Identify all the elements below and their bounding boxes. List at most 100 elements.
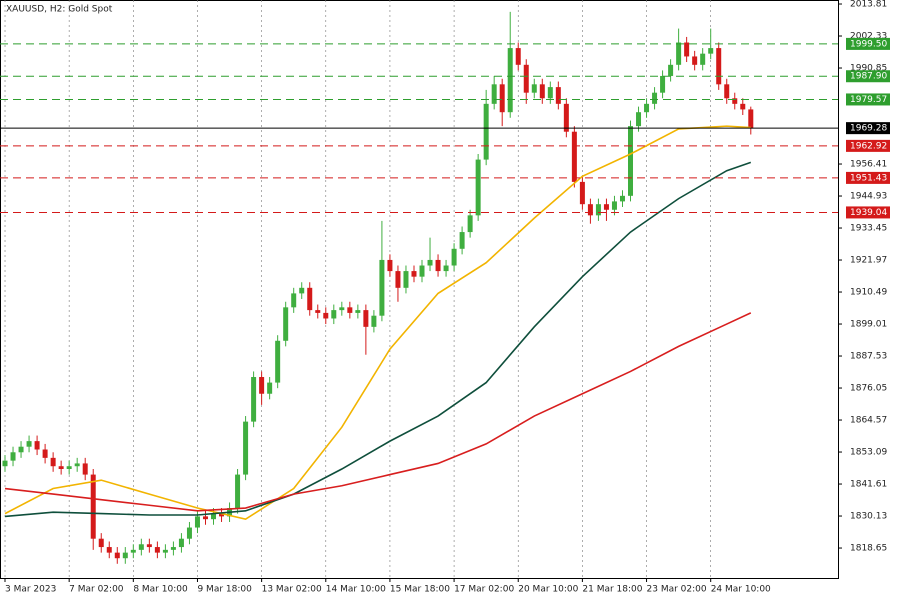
candle-body: [26, 441, 32, 447]
candle-body: [379, 259, 385, 316]
level-tag: [846, 206, 890, 219]
candle-body: [595, 204, 601, 216]
candle-body: [34, 441, 40, 450]
candle-body: [235, 474, 241, 509]
candle-body: [732, 98, 738, 104]
candle-body: [563, 103, 569, 132]
candle-body: [660, 75, 666, 93]
candle-body: [178, 538, 184, 548]
candle-body: [323, 312, 329, 319]
candle-body: [427, 259, 433, 266]
candle-body: [331, 310, 337, 319]
candle-body: [611, 201, 617, 210]
candle-body: [507, 48, 513, 113]
candle-body: [443, 265, 449, 272]
level-tag-label: 1999.50: [850, 39, 887, 49]
candle-body: [202, 516, 208, 520]
candle-body: [146, 544, 152, 548]
moving-average: [4, 125, 751, 521]
candle-body: [251, 377, 257, 422]
y-tick-label: 1921.97: [850, 256, 887, 266]
x-tick-label: 13 Mar 02:00: [262, 585, 322, 595]
moving-average: [4, 161, 752, 518]
candle-body: [491, 84, 497, 104]
candle-body: [211, 513, 217, 520]
candle-body: [259, 377, 265, 394]
y-tick-label: 1830.13: [850, 512, 887, 522]
y-tick-label: 1876.05: [850, 384, 887, 394]
candle-body: [154, 547, 160, 553]
plot-frame: [0, 0, 839, 579]
candle-body: [50, 457, 56, 467]
candle-body: [587, 204, 593, 216]
x-tick-label: 8 Mar 10:00: [133, 585, 188, 595]
y-tick-label: 1956.41: [850, 160, 887, 170]
candle-body: [130, 549, 136, 553]
candle-body: [539, 84, 545, 99]
candle-body: [387, 259, 393, 272]
y-tick-label: 1864.57: [850, 416, 887, 426]
level-tag-label: 1962.92: [850, 141, 887, 151]
candle-body: [523, 64, 529, 93]
candle-body: [82, 463, 88, 475]
candle-body: [603, 204, 609, 210]
candle-body: [459, 232, 465, 249]
y-tick-label: 2013.81: [850, 0, 887, 10]
candle-body: [186, 527, 192, 539]
candle-body: [708, 48, 714, 54]
candle-body: [684, 42, 690, 57]
x-tick-label: 3 Mar 2023: [5, 585, 56, 595]
x-tick-label: 9 Mar 18:00: [197, 585, 252, 595]
x-tick-label: 7 Mar 02:00: [69, 585, 124, 595]
candle-body: [676, 42, 682, 65]
candle-body: [267, 382, 273, 394]
candle-body: [299, 287, 305, 294]
level-tag-label: 1979.57: [850, 95, 887, 105]
candle-body: [2, 460, 8, 467]
candle-body: [138, 544, 144, 550]
candle-body: [315, 310, 321, 313]
candle-body: [10, 452, 16, 461]
y-tick-label: 1944.93: [850, 192, 887, 202]
level-tag-label: 1951.43: [850, 173, 887, 183]
x-tick-label: 14 Mar 10:00: [326, 585, 386, 595]
candle-body: [18, 446, 24, 453]
x-tick-label: 21 Mar 18:00: [582, 585, 642, 595]
candle-body: [403, 271, 409, 288]
y-tick-label: 1841.61: [850, 480, 887, 490]
y-tick-label: 1818.65: [850, 544, 887, 554]
candle-body: [74, 463, 80, 467]
level-tag-label: 1969.28: [850, 124, 887, 134]
candle-body: [162, 549, 168, 553]
candle-body: [122, 552, 128, 559]
candle-body: [547, 87, 553, 99]
candle-body: [307, 287, 313, 311]
candle-body: [347, 307, 353, 313]
x-tick-label: 24 Mar 10:00: [711, 585, 771, 595]
candle-body: [98, 538, 104, 548]
candle-body: [42, 449, 48, 458]
candle-body: [740, 103, 746, 110]
candle-body: [355, 310, 361, 313]
candle-body: [58, 466, 64, 470]
candle-body: [499, 84, 505, 113]
candle-body: [652, 92, 658, 104]
candle-body: [90, 474, 96, 539]
candle-body: [371, 315, 377, 327]
candle-body: [106, 547, 112, 553]
y-tick-label: 1990.85: [850, 64, 887, 74]
x-tick-label: 15 Mar 18:00: [390, 585, 450, 595]
level-tag: [846, 37, 890, 50]
y-tick-label: 1853.09: [850, 448, 887, 458]
y-tick-label: 2002.33: [850, 32, 887, 42]
candle-body: [339, 307, 345, 311]
chart-title: XAUUSD, H2: Gold Spot: [6, 5, 113, 15]
candle-body: [619, 195, 625, 202]
level-tag: [846, 93, 890, 106]
candle-body: [243, 421, 249, 475]
candle-body: [283, 307, 289, 341]
candle-body: [716, 48, 722, 85]
candle-body: [219, 513, 225, 517]
level-tag-label: 1987.90: [850, 72, 887, 82]
